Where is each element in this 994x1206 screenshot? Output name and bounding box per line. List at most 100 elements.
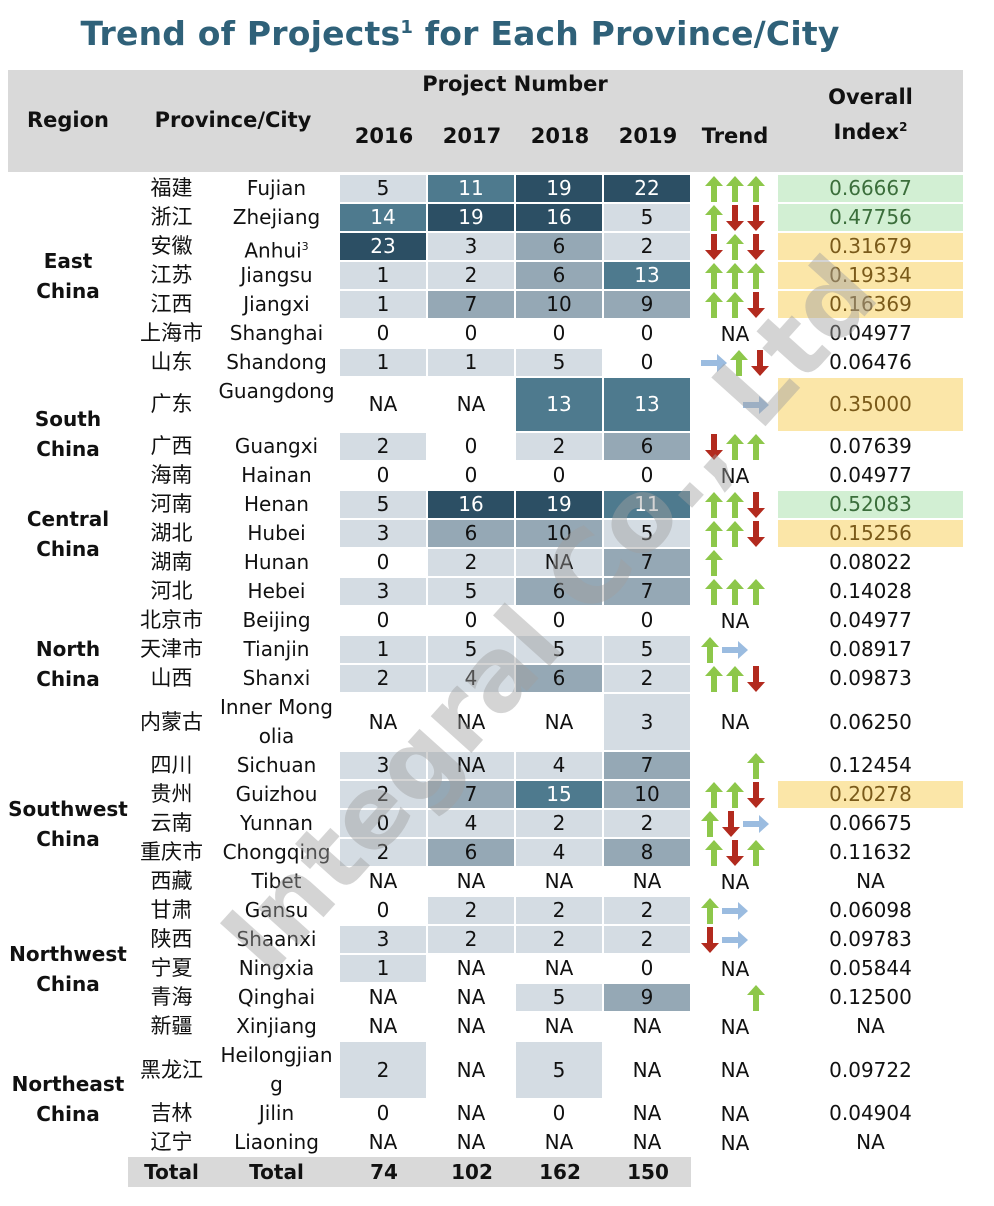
project-count-2019: NA <box>632 1058 662 1082</box>
project-count-2018: 6 <box>516 233 602 260</box>
province-name-en: Shanxi <box>242 666 311 690</box>
project-count-2017: 11 <box>428 175 514 202</box>
trend-indicator: NA <box>692 1099 778 1128</box>
arrow-up-icon <box>705 578 723 605</box>
trend-indicator: NA <box>692 606 778 635</box>
project-count-2017: 0 <box>464 321 478 345</box>
province-name-cn: 广西 <box>150 434 193 458</box>
province-name-en: Guangxi <box>234 434 319 458</box>
project-count-2016: NA <box>368 1130 398 1154</box>
project-count-2017: 4 <box>428 665 514 692</box>
project-count-2017: 5 <box>428 636 514 663</box>
trend-na: NA <box>720 1014 750 1039</box>
project-count-2016: 5 <box>340 175 426 202</box>
arrow-right-icon <box>722 930 748 949</box>
project-count-2017: 6 <box>428 839 514 866</box>
project-count-2019: 0 <box>640 350 654 374</box>
province-name-cn: 贵州 <box>150 782 193 806</box>
arrow-up-icon <box>726 665 744 692</box>
project-count-2017: 1 <box>428 349 514 376</box>
project-count-2018: 2 <box>516 897 602 924</box>
project-count-2018: 15 <box>516 781 602 808</box>
total-2018: 162 <box>539 1160 581 1184</box>
trend-na: NA <box>720 608 750 633</box>
project-count-2016: 2 <box>340 781 426 808</box>
overall-index-value: 0.04977 <box>829 463 912 487</box>
project-count-2016: 0 <box>376 1101 390 1125</box>
trend-indicator <box>692 896 778 925</box>
overall-index-value: 0.66667 <box>778 175 963 202</box>
project-count-2016: 3 <box>340 578 426 605</box>
province-name-cn: 福建 <box>150 176 193 200</box>
province-name-en: Liaoning <box>234 1130 319 1154</box>
province-name-cn: 新疆 <box>150 1014 193 1038</box>
project-count-2016: 23 <box>340 233 426 260</box>
project-count-2017: NA <box>456 869 486 893</box>
project-count-2016: NA <box>368 710 398 734</box>
project-count-2019: 2 <box>604 665 690 692</box>
project-count-2019: NA <box>632 1101 662 1125</box>
trend-na: NA <box>720 710 750 734</box>
province-name-cn: 海南 <box>150 463 193 487</box>
province-name-en: Henan <box>244 492 309 516</box>
province-name-en: Shaanxi <box>236 927 317 951</box>
province-name-en: Fujian <box>246 176 307 200</box>
province-name-en: Jilin <box>258 1101 295 1125</box>
project-count-2018: 2 <box>516 926 602 953</box>
project-count-2018: 0 <box>552 1101 566 1125</box>
arrow-up-icon <box>726 175 744 202</box>
province-name-cn: 湖北 <box>150 521 193 545</box>
trend-indicator <box>692 751 778 780</box>
project-count-2019: 13 <box>604 378 690 431</box>
arrow-up-icon <box>726 520 744 547</box>
project-count-2019: 2 <box>604 926 690 953</box>
project-count-2017: 5 <box>428 578 514 605</box>
province-name-cn: 陕西 <box>150 927 193 951</box>
project-count-2019: 5 <box>604 636 690 663</box>
trend-indicator: NA <box>692 867 778 896</box>
arrow-up-icon <box>726 291 744 318</box>
arrow-up-icon <box>705 665 723 692</box>
arrow-up-icon <box>701 636 719 663</box>
trend-indicator <box>692 348 778 377</box>
arrow-up-icon <box>705 491 723 518</box>
arrow-up-icon <box>747 984 765 1011</box>
arrow-down-icon <box>722 810 740 837</box>
arrow-up-icon <box>705 175 723 202</box>
arrow-down-icon <box>747 233 765 260</box>
region-label: North China <box>35 637 101 691</box>
region-label: Northwest China <box>9 941 127 996</box>
overall-index-value: 0.12454 <box>829 753 912 777</box>
project-count-2016: 1 <box>340 955 426 982</box>
province-name-cn: 四川 <box>150 753 193 777</box>
project-count-2017: 2 <box>428 549 514 576</box>
project-count-2017: 6 <box>428 520 514 547</box>
trend-indicator: NA <box>692 954 778 983</box>
trend-indicator <box>692 780 778 809</box>
project-count-2017: 3 <box>428 233 514 260</box>
trend-na: NA <box>720 1101 750 1126</box>
overall-index-value: 0.35000 <box>778 378 963 431</box>
project-count-2018: NA <box>544 1014 574 1038</box>
total-2016: 74 <box>370 1160 398 1184</box>
province-name-cn: 宁夏 <box>150 956 193 980</box>
project-count-2017: NA <box>456 392 486 416</box>
province-name-cn: 重庆市 <box>140 840 203 864</box>
overall-index-value: 0.06476 <box>829 350 912 374</box>
project-count-2018: 2 <box>516 810 602 837</box>
page-title: Trend of Projects1 for Each Province/Cit… <box>80 14 840 53</box>
project-count-2019: 6 <box>604 433 690 460</box>
project-count-2016: 2 <box>340 839 426 866</box>
trend-indicator <box>692 377 778 432</box>
overall-index-value: 0.06250 <box>829 710 912 734</box>
overall-index-value: 0.19334 <box>778 262 963 289</box>
project-count-2017: NA <box>456 1130 486 1154</box>
region-label: Northeast China <box>11 1072 125 1126</box>
province-name-cn: 上海市 <box>140 321 203 345</box>
project-count-2018: NA <box>544 956 574 980</box>
project-count-2018: 6 <box>516 665 602 692</box>
project-count-2017: NA <box>456 1014 486 1038</box>
overall-index-value: 0.05844 <box>829 956 912 980</box>
province-name-cn: 青海 <box>150 985 193 1009</box>
header-year-2019: 2019 <box>618 124 678 148</box>
